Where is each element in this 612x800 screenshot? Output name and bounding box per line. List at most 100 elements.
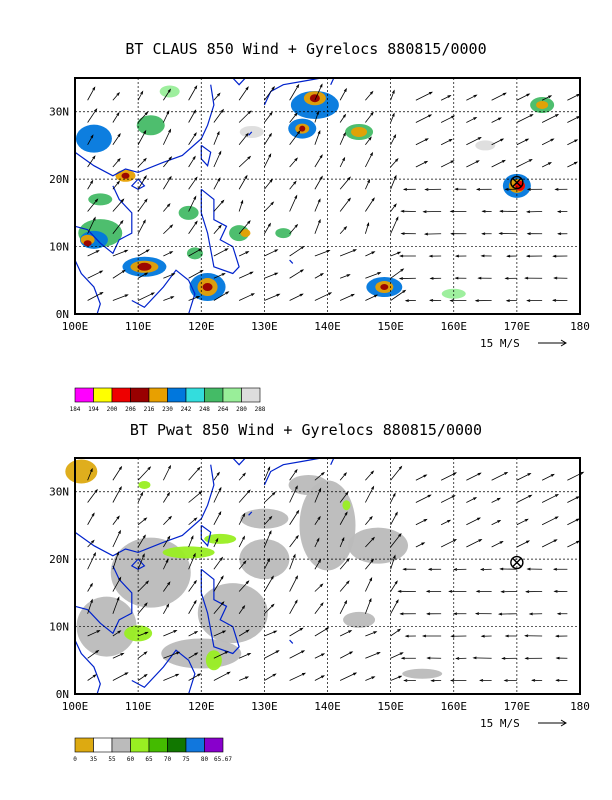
wind-arrow (340, 601, 346, 614)
wind-arrow (214, 249, 228, 256)
lat-label: 20N (49, 553, 69, 566)
wind-arrow (239, 201, 243, 212)
wind-arrow-shaft (391, 600, 399, 614)
wind-arrow-shaft (517, 541, 529, 547)
lon-label: 170E (504, 320, 531, 333)
wind-arrow-shaft (113, 199, 124, 211)
lon-label: 100E (62, 320, 89, 333)
colorbar-swatch (94, 738, 113, 752)
wind-arrow (567, 541, 579, 547)
colorbar-swatch (168, 738, 187, 752)
wind-arrow-shaft (290, 158, 298, 167)
wind-arrow-shaft (365, 517, 372, 525)
lat-label: 30N (49, 106, 69, 119)
wind-arrow (163, 252, 172, 256)
wind-arrow (391, 467, 402, 481)
wind-arrow (264, 202, 273, 211)
wind-arrow (402, 233, 416, 235)
shaded-area (310, 94, 320, 102)
wind-arrow (113, 181, 119, 189)
wind-arrow (530, 613, 542, 615)
wind-arrow-shaft (163, 177, 171, 190)
wind-arrow (290, 511, 299, 525)
wind-arrow-shaft (113, 159, 120, 167)
lon-label: 110E (125, 700, 152, 713)
wind-arrow (163, 631, 176, 637)
wind-arrow (365, 295, 377, 300)
wind-arrow-shaft (264, 113, 272, 123)
wind-arrow-shaft (138, 652, 147, 658)
wind-arrow-shaft (416, 543, 424, 547)
wind-arrow (505, 679, 517, 681)
wind-arrow-shaft (214, 512, 221, 525)
wind-arrow-shaft (113, 467, 122, 480)
wind-arrow-shaft (315, 177, 322, 190)
shaded-area (137, 115, 165, 135)
colorbar-tick-label: 216 (144, 406, 155, 413)
wind-arrow-shaft (416, 115, 431, 123)
lat-label: 10N (49, 621, 69, 634)
wind-arrow (264, 250, 277, 256)
colorbar-tick-label: 65 (145, 756, 153, 763)
wind-arrow-shaft (340, 275, 349, 279)
wind-arrow-shaft (138, 467, 150, 480)
wind-arrow (500, 232, 517, 234)
wind-arrow-shaft (290, 225, 298, 234)
wind-arrow-shaft (239, 111, 251, 122)
wind-arrow (113, 467, 122, 480)
colorbar-tick-label: 80 (201, 756, 209, 763)
wind-arrow-shaft (517, 94, 529, 100)
wind-arrow (454, 568, 466, 570)
wind-arrow-shaft (340, 652, 352, 658)
shaded-area (122, 173, 130, 179)
shaded-area (351, 127, 367, 137)
wind-arrow (492, 520, 501, 524)
wind-arrow-shaft (239, 294, 254, 301)
wind-arrow-shaft (365, 487, 373, 503)
wind-arrow-shaft (189, 468, 200, 481)
wind-arrow-shaft (88, 109, 97, 122)
wind-arrow (365, 223, 368, 234)
wind-arrow-shaft (189, 601, 196, 614)
wind-arrow-shaft (264, 202, 273, 211)
wind-arrow-shaft (441, 161, 453, 167)
wind-arrow (492, 118, 501, 123)
colorbar-tick-label: 264 (218, 406, 229, 413)
wind-arrow-shaft (340, 227, 346, 234)
wind-arrow-shaft (517, 519, 528, 524)
wind-arrow-shaft (113, 181, 119, 189)
wind-arrow (400, 255, 416, 257)
wind-arrow (506, 635, 517, 637)
wind-arrow-shaft (290, 600, 297, 613)
wind-arrow-shaft (113, 134, 120, 145)
wind-arrow (466, 118, 476, 123)
wind-arrow-shaft (239, 490, 250, 502)
wind-arrow (431, 680, 441, 682)
wind-arrow (264, 113, 272, 123)
panel2-plot (65, 458, 583, 694)
wind-arrow (264, 87, 274, 100)
wind-arrow (365, 487, 373, 503)
reference-vector-label: 15 M/S (480, 717, 520, 730)
wind-arrow (567, 162, 577, 167)
wind-arrow (466, 498, 476, 503)
wind-arrow-shaft (391, 581, 398, 591)
wind-arrow (88, 675, 96, 681)
wind-arrow-shaft (315, 155, 322, 167)
wind-arrow-shaft (365, 295, 377, 300)
wind-arrow (214, 225, 221, 233)
wind-arrow-shaft (239, 252, 248, 256)
coastline (233, 458, 258, 465)
wind-arrow-shaft (88, 513, 94, 524)
wind-arrow-shaft (315, 293, 331, 301)
lon-label: 120E (188, 320, 215, 333)
wind-arrow (189, 492, 202, 503)
wind-arrow-shaft (466, 498, 476, 503)
wind-arrow (526, 591, 542, 593)
wind-arrow (554, 568, 567, 570)
wind-arrow (527, 300, 542, 302)
colorbar-swatch (94, 388, 113, 402)
wind-arrow (138, 518, 146, 525)
wind-arrow (239, 490, 250, 502)
